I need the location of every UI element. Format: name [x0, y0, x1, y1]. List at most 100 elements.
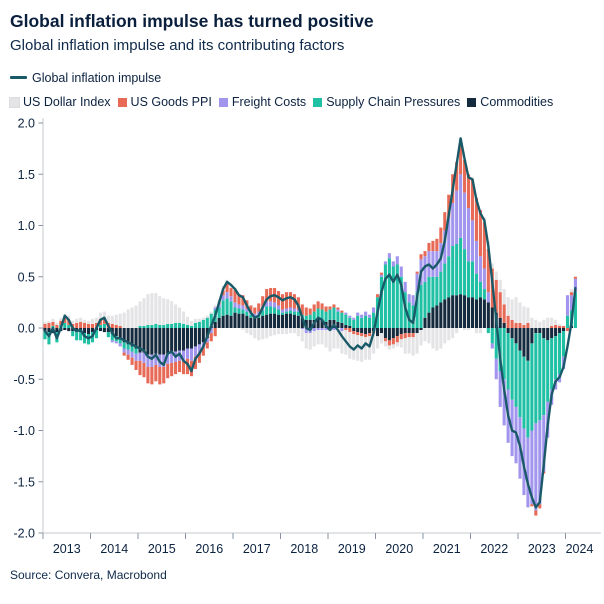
- bar-segment: [463, 192, 467, 250]
- bar-segment: [138, 301, 142, 326]
- bar-segment: [364, 337, 368, 360]
- bar-segment: [466, 261, 471, 298]
- bar-segment: [561, 325, 566, 328]
- bar-segment: [181, 350, 186, 362]
- bar-segment: [352, 334, 356, 360]
- bar-segment: [43, 323, 47, 328]
- bar-segment: [316, 330, 320, 345]
- bar-segment: [455, 161, 459, 191]
- bar-segment: [106, 315, 110, 323]
- bar-segment: [118, 328, 122, 339]
- bar-segment: [221, 300, 225, 316]
- bar-segment: [510, 338, 514, 400]
- bar-segment: [257, 317, 261, 328]
- bar-segment: [368, 314, 372, 318]
- x-tick-label: 2014: [100, 542, 128, 556]
- bar-segment: [67, 315, 71, 320]
- line-series-swatch: [10, 76, 27, 79]
- bar-segment: [466, 297, 471, 328]
- bar-segment: [237, 294, 241, 305]
- bar-segment: [300, 328, 304, 330]
- bar-segment: [213, 328, 217, 337]
- bar-segment: [90, 328, 95, 333]
- bar-segment: [356, 332, 360, 336]
- bar-segment: [391, 338, 395, 345]
- bar-segment: [83, 328, 87, 334]
- bar-segment: [134, 328, 138, 349]
- bar-segment: [47, 322, 51, 328]
- bar-segment: [261, 328, 265, 340]
- bar-segment: [126, 354, 130, 360]
- bar-segment: [558, 328, 562, 334]
- bar-segment: [407, 294, 411, 303]
- bar-segment: [340, 312, 344, 323]
- bar-segment: [67, 328, 71, 332]
- bar-segment: [383, 264, 387, 328]
- bar-segment: [106, 332, 110, 338]
- bar-segment: [142, 298, 146, 326]
- bar-segment: [185, 328, 190, 349]
- x-tick-label: 2021: [433, 542, 461, 556]
- page-subtitle: Global inflation impulse and its contrib…: [10, 37, 345, 54]
- bar-segment: [166, 363, 170, 379]
- bar-segment: [494, 271, 498, 280]
- bar-segment: [340, 310, 344, 313]
- bar-segment: [344, 328, 348, 331]
- bar-segment: [510, 319, 514, 328]
- bar-segment: [573, 278, 577, 293]
- bar-segment: [288, 292, 292, 308]
- bar-segment: [332, 330, 336, 349]
- bar-segment: [197, 328, 201, 345]
- bar-segment: [324, 330, 328, 348]
- bar-segment: [288, 307, 292, 311]
- bar-segment: [162, 298, 166, 325]
- bar-segment: [455, 190, 459, 244]
- bar-segment: [455, 295, 459, 328]
- bar-segment: [407, 333, 411, 338]
- bar-segment: [134, 305, 138, 328]
- bar-segment: [391, 344, 395, 349]
- bar-segment: [459, 140, 463, 175]
- bar-segment: [336, 311, 340, 322]
- bar-segment: [261, 310, 265, 316]
- bar-segment: [320, 309, 324, 320]
- bar-segment: [233, 307, 237, 313]
- bar-segment: [162, 366, 166, 384]
- bar-segment: [276, 328, 281, 335]
- bar-segment: [435, 238, 439, 252]
- bar-segment: [47, 328, 51, 333]
- bar-segment: [518, 302, 522, 323]
- bar-segment: [249, 317, 253, 328]
- bar-segment: [122, 352, 126, 356]
- bar-segment: [110, 334, 114, 341]
- bar-segment: [443, 328, 447, 344]
- bar-segment: [98, 312, 102, 319]
- bar-segment: [558, 323, 562, 326]
- bar-segment: [126, 328, 130, 345]
- x-tick-label: 2017: [243, 542, 271, 556]
- bar-segment: [403, 281, 407, 293]
- bar-segment: [273, 307, 277, 314]
- bar-segment: [126, 349, 130, 355]
- bar-segment: [340, 328, 344, 332]
- bar-segment: [336, 307, 340, 310]
- bar-segment: [185, 324, 190, 328]
- bar-segment: [447, 256, 451, 298]
- bar-segment: [75, 322, 79, 328]
- bar-segment: [403, 338, 407, 354]
- bar-segment: [514, 322, 518, 328]
- bar-segment: [490, 307, 494, 328]
- bar-segment: [189, 320, 194, 326]
- bar-segment: [142, 325, 146, 328]
- bar-segment: [201, 319, 205, 328]
- bar-segment: [130, 328, 134, 347]
- bar-segment: [316, 318, 320, 328]
- bar-segment: [407, 328, 411, 334]
- bar-segment: [360, 317, 364, 328]
- y-tick-label: 1.5: [18, 168, 35, 182]
- bar-segment: [328, 309, 332, 320]
- bar-segment: [407, 337, 411, 354]
- bar-segment: [387, 253, 391, 259]
- bar-segment: [269, 313, 273, 328]
- bar-segment: [304, 315, 308, 320]
